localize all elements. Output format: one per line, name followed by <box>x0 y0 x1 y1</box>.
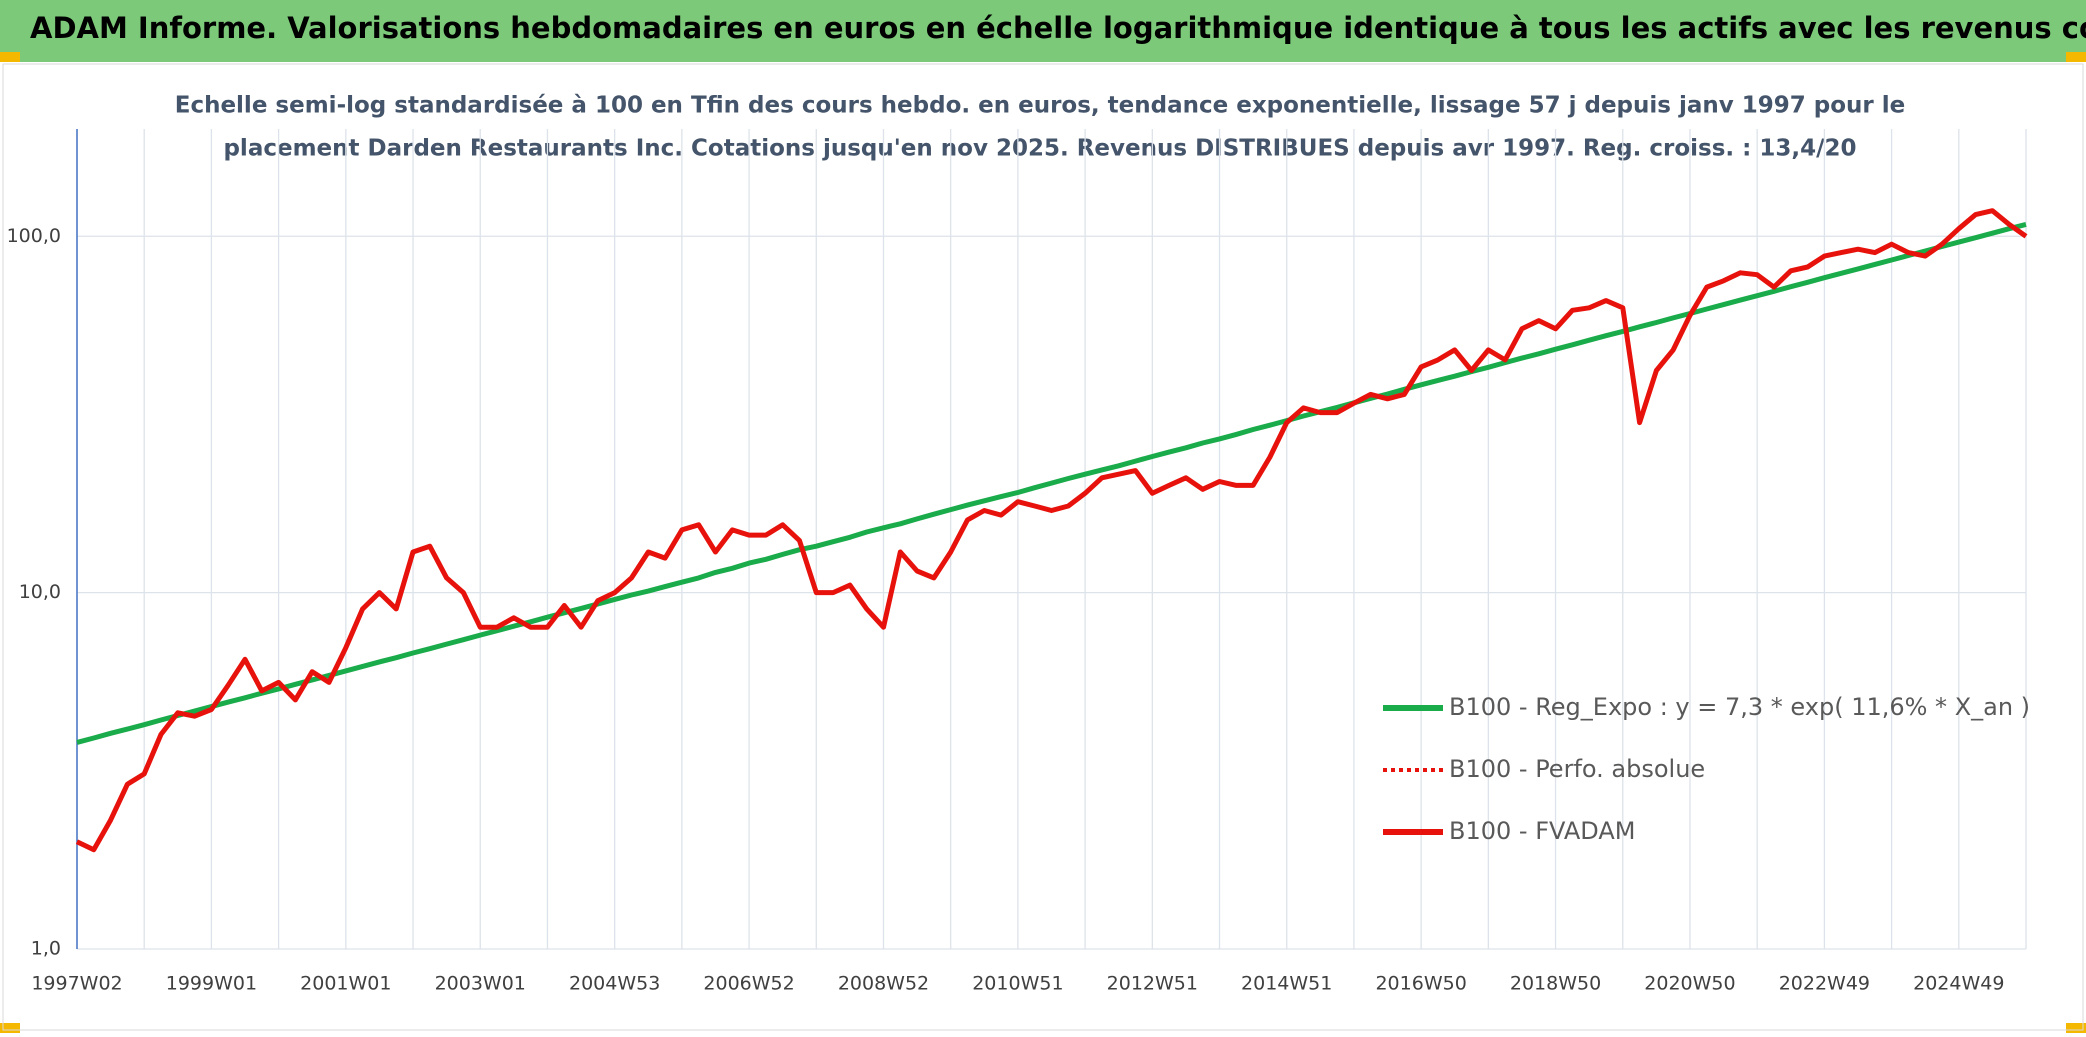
chart-subtitle: placement Darden Restaurants Inc. Cotati… <box>223 136 1856 162</box>
x-tick-label: 2016W50 <box>1375 973 1466 995</box>
x-tick-label: 2003W01 <box>435 973 526 995</box>
x-tick-label: 2006W52 <box>703 973 794 995</box>
x-tick-label: 2010W51 <box>972 973 1063 995</box>
x-tick-label: 2014W51 <box>1241 973 1332 995</box>
x-tick-label: 2004W53 <box>569 973 660 995</box>
y-tick-label: 10,0 <box>19 581 61 603</box>
corner <box>0 52 20 62</box>
series-line <box>75 208 2028 853</box>
x-tick-label: 2018W50 <box>1510 973 1601 995</box>
x-tick-label: 2008W52 <box>838 973 929 995</box>
y-tick-label: 1,0 <box>31 938 61 960</box>
series-line <box>76 208 2028 852</box>
corner <box>0 1023 20 1033</box>
x-tick-label: 2024W49 <box>1913 973 2004 995</box>
chart-frame <box>2 63 2084 1031</box>
corner <box>2066 1023 2086 1033</box>
y-tick-label: 100,0 <box>7 225 61 247</box>
chart-title: ADAM Informe. Valorisations hebdomadaire… <box>30 11 2086 45</box>
x-tick-label: 2020W50 <box>1644 973 1735 995</box>
legend-label: B100 - Perfo. absolue <box>1449 755 1705 783</box>
legend-label: B100 - FVADAM <box>1449 817 1635 845</box>
x-tick-label: 2012W51 <box>1107 973 1198 995</box>
x-tick-label: 1997W02 <box>31 973 122 995</box>
chart-subtitle: Echelle semi-log standardisée à 100 en T… <box>175 93 1906 119</box>
x-tick-label: 1999W01 <box>166 973 257 995</box>
title-bar <box>0 0 2086 62</box>
x-tick-label: 2001W01 <box>300 973 391 995</box>
legend-label: B100 - Reg_Expo : y = 7,3 * exp( 11,6% *… <box>1449 693 2030 721</box>
corner <box>2066 52 2086 62</box>
series-line <box>76 221 2027 745</box>
x-tick-label: 2022W49 <box>1779 973 1870 995</box>
